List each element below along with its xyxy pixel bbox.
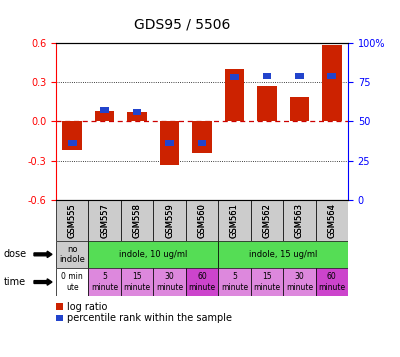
Text: log ratio: log ratio [67, 302, 108, 312]
Bar [56, 268, 88, 296]
Text: 30
minute: 30 minute [286, 272, 313, 292]
Bar [160, 121, 179, 165]
Text: 5
minute: 5 minute [221, 272, 248, 292]
Text: GSM562: GSM562 [262, 203, 271, 238]
Text: 5
minute: 5 minute [91, 272, 118, 292]
Bar [121, 200, 153, 241]
Text: GSM562: GSM562 [262, 203, 271, 238]
Bar [316, 200, 348, 241]
Bar [218, 268, 251, 296]
Text: GSM563: GSM563 [295, 203, 304, 238]
Bar [316, 268, 348, 296]
Bar [283, 268, 316, 296]
Bar [327, 73, 336, 79]
Text: GSM561: GSM561 [230, 203, 239, 238]
Bar [283, 200, 316, 241]
Bar [251, 268, 283, 296]
Bar [218, 241, 348, 268]
Text: GSM555: GSM555 [68, 203, 77, 238]
Text: 60
minute: 60 minute [188, 272, 216, 292]
Bar [88, 241, 218, 268]
Text: GSM564: GSM564 [327, 203, 336, 238]
Bar [295, 73, 304, 79]
Bar [88, 268, 121, 296]
Text: 30
minute: 30 minute [156, 272, 183, 292]
Bar [186, 268, 218, 296]
Bar [198, 140, 206, 146]
Bar [56, 200, 88, 241]
Text: GSM555: GSM555 [68, 203, 77, 238]
Text: GSM559: GSM559 [165, 203, 174, 238]
Text: GSM560: GSM560 [198, 203, 206, 238]
Text: dose: dose [4, 249, 27, 260]
Bar [88, 200, 121, 241]
Bar [257, 86, 277, 121]
Bar [165, 140, 174, 146]
Bar [121, 268, 153, 296]
Text: no
indole: no indole [59, 245, 85, 264]
Bar [153, 200, 186, 241]
Text: time: time [4, 277, 26, 287]
Text: GSM557: GSM557 [100, 203, 109, 238]
Bar [127, 112, 147, 121]
Text: GSM558: GSM558 [133, 203, 142, 238]
Bar [225, 69, 244, 121]
Text: 60
minute: 60 minute [318, 272, 345, 292]
Bar [290, 96, 309, 121]
Text: 15
minute: 15 minute [124, 272, 151, 292]
Bar [251, 200, 283, 241]
Bar [322, 45, 342, 121]
Text: indole, 15 ug/ml: indole, 15 ug/ml [249, 250, 317, 259]
Text: GSM558: GSM558 [133, 203, 142, 238]
Bar [133, 109, 142, 115]
Text: GSM557: GSM557 [100, 203, 109, 238]
Text: GSM559: GSM559 [165, 203, 174, 238]
Bar [262, 73, 271, 79]
Bar [100, 107, 109, 113]
Bar [62, 121, 82, 150]
Text: GSM563: GSM563 [295, 203, 304, 238]
Bar [186, 200, 218, 241]
Bar [153, 268, 186, 296]
Text: GDS95 / 5506: GDS95 / 5506 [134, 18, 230, 32]
Text: 0 min
ute: 0 min ute [61, 272, 83, 292]
Text: GSM564: GSM564 [327, 203, 336, 238]
Text: GSM560: GSM560 [198, 203, 206, 238]
Text: GSM561: GSM561 [230, 203, 239, 238]
Bar [218, 200, 251, 241]
Bar [95, 111, 114, 121]
Bar [230, 75, 239, 80]
Bar [68, 140, 77, 146]
Bar [192, 121, 212, 153]
Bar [56, 241, 88, 268]
Text: percentile rank within the sample: percentile rank within the sample [67, 313, 232, 323]
Text: indole, 10 ug/ml: indole, 10 ug/ml [119, 250, 188, 259]
Text: 15
minute: 15 minute [253, 272, 280, 292]
